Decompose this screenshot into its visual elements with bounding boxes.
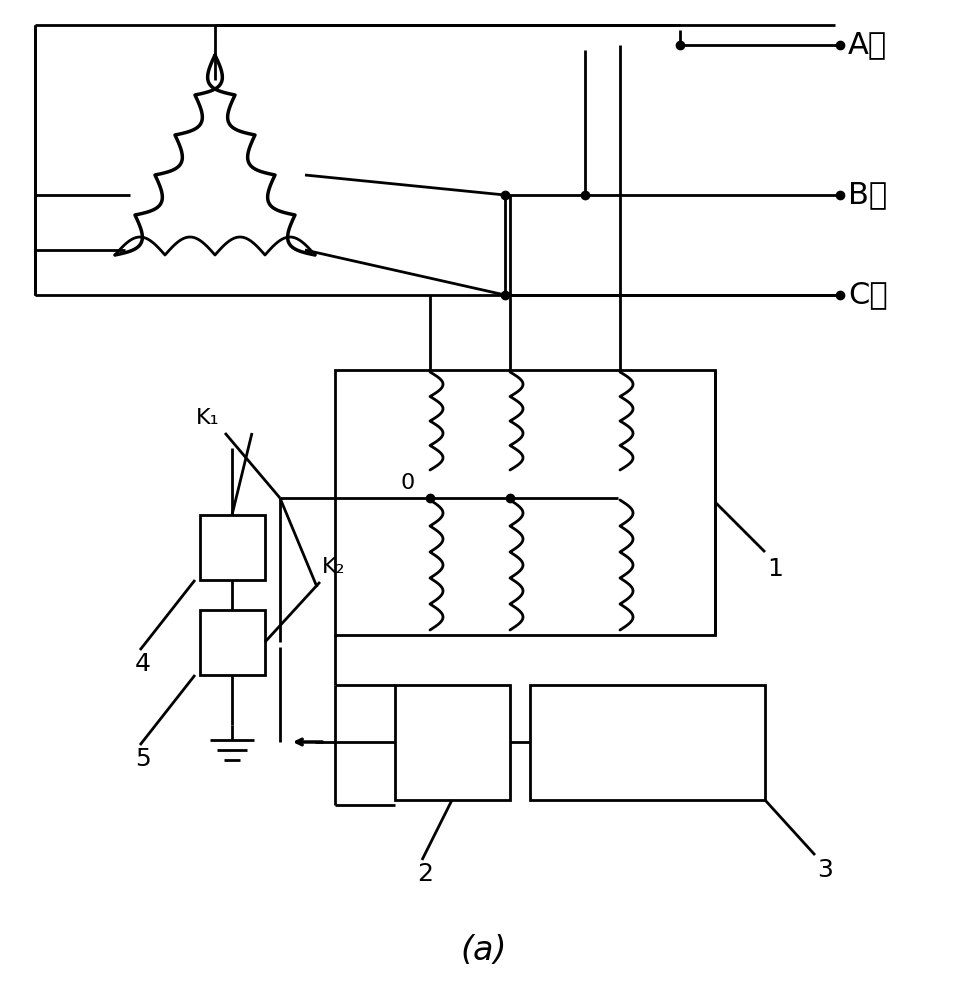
Text: 3: 3 [817, 858, 832, 882]
Text: K₁: K₁ [197, 408, 220, 428]
Text: (a): (a) [461, 934, 507, 966]
Bar [530, 685, 765, 800]
Text: 0: 0 [400, 473, 414, 493]
Text: 4: 4 [135, 652, 151, 676]
Text: K₂: K₂ [322, 557, 346, 577]
Bar [200, 610, 265, 675]
Bar [335, 370, 715, 635]
Text: A相: A相 [848, 30, 887, 60]
Text: 1: 1 [767, 557, 783, 581]
Bar [200, 515, 265, 580]
Text: B相: B相 [848, 180, 887, 210]
Bar [395, 685, 510, 800]
Text: 5: 5 [135, 747, 151, 771]
Text: C相: C相 [848, 280, 888, 310]
Text: 2: 2 [417, 862, 433, 886]
